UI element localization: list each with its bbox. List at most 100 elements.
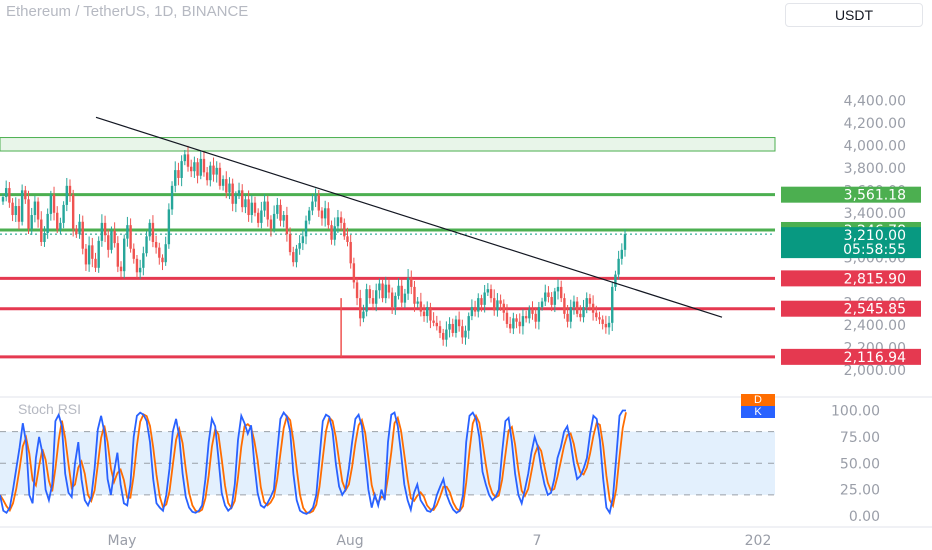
stoch-axis-label: 25.00	[840, 483, 880, 499]
candle-body	[349, 241, 352, 264]
level-tag-4	[781, 348, 921, 365]
candle-body	[276, 204, 279, 214]
candle-body	[496, 300, 499, 311]
candle-body	[209, 165, 212, 181]
candle-body	[368, 289, 372, 299]
candle-body	[247, 199, 250, 216]
candle-body	[260, 210, 263, 223]
candle-body	[142, 253, 145, 268]
candle-body	[623, 234, 627, 250]
stoch-d-line	[0, 412, 627, 514]
stoch-axis-label: 50.00	[840, 456, 880, 472]
candle-body	[27, 199, 30, 229]
candle-body	[585, 298, 588, 308]
candle-body	[186, 154, 190, 167]
candle-body	[323, 208, 327, 219]
candle-body	[75, 228, 78, 235]
countdown-label: 05:58:55	[843, 242, 906, 258]
candle-body	[314, 194, 317, 202]
candle-body	[282, 215, 285, 221]
candle-body	[394, 295, 397, 308]
candle-body	[59, 222, 62, 230]
candle-body	[518, 321, 521, 327]
candle-body	[502, 303, 505, 313]
candle-body	[346, 236, 349, 242]
candle-body	[333, 226, 336, 240]
candle-body	[36, 201, 40, 220]
candle-body	[413, 286, 416, 304]
candle-body	[390, 292, 394, 308]
stoch-rsi-title: Stoch RSI	[18, 401, 82, 417]
candle-body	[387, 284, 391, 293]
candle-body	[253, 202, 257, 213]
candle-body	[467, 316, 470, 331]
candle-body	[234, 194, 238, 204]
candle-body	[202, 158, 206, 173]
candle-body	[218, 167, 222, 186]
candle-body	[100, 222, 104, 241]
candle-body	[339, 217, 343, 223]
candle-body	[579, 313, 582, 318]
candle-body	[33, 201, 37, 216]
level-tag-label-4: 2,116.94	[844, 350, 906, 366]
candle-body	[493, 298, 496, 311]
candle-body	[4, 188, 8, 198]
candle-body	[62, 204, 65, 223]
candle-body	[161, 257, 164, 263]
level-tag-2	[781, 270, 921, 287]
candle-body	[183, 154, 187, 162]
candle-body	[225, 179, 228, 193]
candle-body	[429, 307, 432, 321]
candle-body	[451, 323, 454, 333]
candle-body	[483, 292, 486, 305]
candle-body	[582, 307, 585, 318]
candle-body	[8, 188, 11, 203]
candle-body	[445, 329, 448, 340]
candle-body	[221, 179, 225, 186]
candle-body	[499, 300, 502, 304]
candle-body	[78, 221, 81, 235]
candle-body	[489, 289, 493, 299]
candle-body	[461, 326, 464, 338]
candle-body	[464, 330, 467, 338]
candle-body	[285, 215, 289, 235]
candle-body	[604, 323, 608, 328]
candle-body	[410, 277, 413, 287]
candle-body	[87, 245, 91, 265]
resistance-zone	[0, 137, 776, 152]
candle-body	[244, 199, 247, 208]
price-axis-label: 2,400.00	[844, 318, 906, 334]
candle-body	[107, 235, 110, 250]
level-tag-label-3: 2,545.85	[844, 302, 906, 318]
candle-body	[81, 221, 84, 249]
candle-body	[113, 230, 116, 244]
candle-body	[154, 241, 158, 248]
candle-body	[336, 217, 340, 227]
candle-body	[14, 206, 17, 216]
candle-body	[614, 274, 617, 287]
candle-body	[544, 292, 547, 302]
candle-body	[508, 323, 512, 329]
candle-body	[441, 332, 445, 340]
currency-button[interactable]: USDT	[785, 3, 923, 27]
x-axis-label: 7	[533, 533, 542, 549]
candle-body	[123, 238, 126, 272]
candle-body	[470, 307, 474, 317]
candle-body	[231, 183, 234, 204]
candle-body	[151, 222, 155, 242]
candle-body	[617, 258, 620, 275]
candle-body	[575, 301, 579, 314]
candle-body	[547, 292, 550, 298]
stoch-legend-k: K	[741, 406, 775, 418]
candle-body	[620, 249, 624, 259]
candle-body	[591, 303, 595, 313]
candle-body	[180, 161, 183, 178]
stoch-axis-label: 0.00	[849, 509, 880, 525]
candle-body	[20, 190, 24, 222]
candle-body	[138, 267, 142, 273]
candle-body	[164, 244, 167, 263]
candle-body	[43, 232, 46, 242]
candle-body	[196, 162, 199, 176]
candle-body	[422, 311, 426, 317]
